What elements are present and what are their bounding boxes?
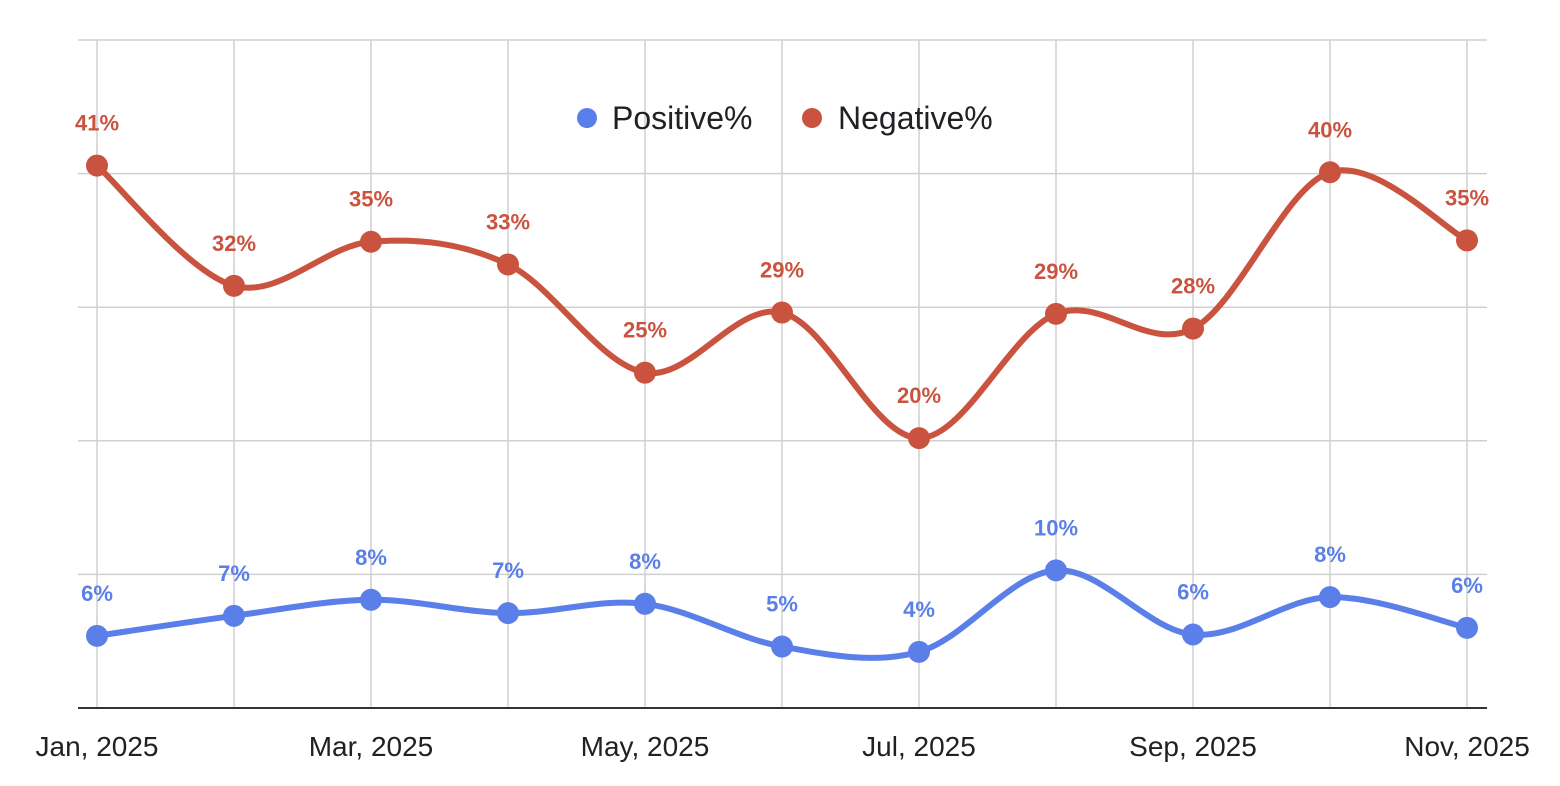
data-label-negative: 41% bbox=[75, 111, 119, 136]
legend: Positive% Negative% bbox=[577, 100, 993, 136]
data-label-negative: 25% bbox=[623, 318, 667, 343]
data-point-negative bbox=[360, 230, 382, 253]
data-point-negative bbox=[1319, 161, 1341, 184]
data-label-positive: 5% bbox=[766, 592, 798, 617]
data-label-positive: 6% bbox=[1177, 580, 1209, 605]
series-lines bbox=[94, 162, 1470, 661]
x-tick-label: May, 2025 bbox=[581, 731, 710, 762]
data-label-negative: 29% bbox=[760, 258, 804, 283]
x-tick-label: Mar, 2025 bbox=[309, 731, 434, 762]
x-axis: Jan, 2025 Mar, 2025 May, 2025 Jul, 2025 Sep,… bbox=[36, 707, 1530, 762]
data-point-negative bbox=[1182, 317, 1204, 340]
series-line-positive bbox=[94, 567, 1470, 661]
data-label-negative: 35% bbox=[349, 187, 393, 212]
data-point-negative bbox=[908, 427, 930, 450]
data-label-positive: 4% bbox=[903, 597, 935, 622]
data-label-positive: 8% bbox=[1314, 542, 1346, 567]
data-point-positive bbox=[908, 640, 930, 663]
data-point-positive bbox=[1045, 559, 1067, 582]
data-point-positive bbox=[360, 588, 382, 611]
data-point-negative bbox=[86, 154, 108, 177]
data-label-negative: 29% bbox=[1034, 259, 1078, 284]
data-point-negative bbox=[771, 301, 793, 324]
data-label-negative: 33% bbox=[486, 209, 530, 234]
data-point-positive bbox=[771, 635, 793, 658]
x-tick-label: Nov, 2025 bbox=[1404, 731, 1530, 762]
data-point-positive bbox=[223, 604, 245, 627]
data-point-positive bbox=[497, 602, 519, 625]
data-label-positive: 6% bbox=[1451, 573, 1483, 598]
data-point-positive bbox=[1182, 623, 1204, 646]
series-line-negative bbox=[94, 162, 1470, 442]
data-label-negative: 28% bbox=[1171, 274, 1215, 299]
data-label-positive: 6% bbox=[81, 581, 113, 606]
data-label-negative: 32% bbox=[212, 231, 256, 256]
legend-label-negative: Negative% bbox=[838, 100, 993, 136]
legend-label-positive: Positive% bbox=[612, 100, 753, 136]
data-labels: 6% 7% 8% 7% 8% 5% 4% 10% 6% 8% 6% 41% 32% 35% 33% 25% 29… bbox=[75, 111, 1489, 640]
x-tick-label: Jul, 2025 bbox=[862, 731, 976, 762]
x-tick-label: Sep, 2025 bbox=[1129, 731, 1257, 762]
data-label-positive: 8% bbox=[355, 545, 387, 570]
data-points bbox=[86, 154, 1478, 663]
data-point-negative bbox=[1456, 229, 1478, 252]
data-label-negative: 20% bbox=[897, 383, 941, 408]
data-label-positive: 7% bbox=[492, 558, 524, 583]
data-point-negative bbox=[1045, 302, 1067, 325]
data-label-negative: 40% bbox=[1308, 117, 1352, 142]
data-point-positive bbox=[86, 624, 108, 647]
data-point-negative bbox=[223, 274, 245, 297]
legend-marker-positive bbox=[577, 108, 597, 128]
data-point-positive bbox=[634, 592, 656, 615]
data-label-positive: 8% bbox=[629, 549, 661, 574]
data-point-positive bbox=[1456, 616, 1478, 639]
data-label-positive: 7% bbox=[218, 561, 250, 586]
data-point-negative bbox=[497, 253, 519, 276]
x-tick-label: Jan, 2025 bbox=[36, 731, 159, 762]
data-point-negative bbox=[634, 361, 656, 384]
data-label-negative: 35% bbox=[1445, 185, 1489, 210]
data-label-positive: 10% bbox=[1034, 515, 1078, 540]
data-point-positive bbox=[1319, 586, 1341, 609]
legend-marker-negative bbox=[802, 108, 822, 128]
